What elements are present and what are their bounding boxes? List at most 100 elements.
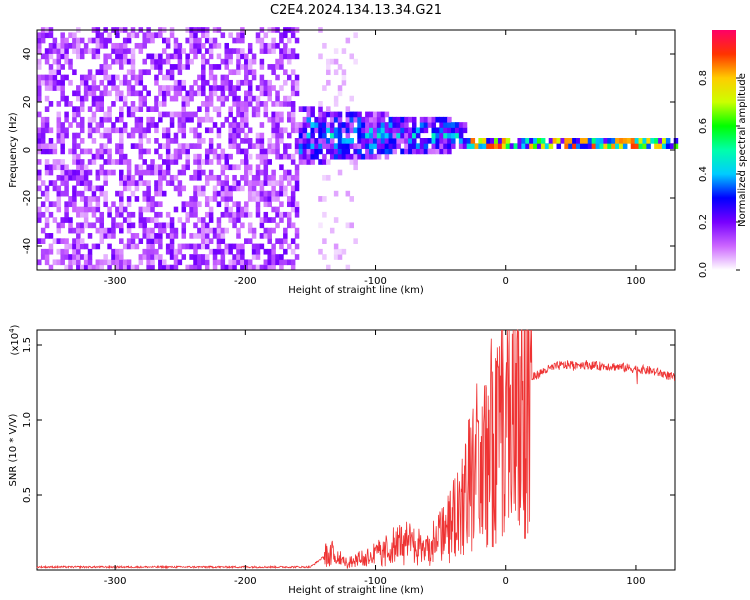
spectrogram-cell	[224, 116, 229, 123]
spectrogram-cell	[115, 159, 120, 165]
spectrogram-cell	[349, 116, 354, 123]
spectrogram-cell	[673, 138, 679, 144]
spectrogram-cell	[201, 222, 206, 229]
spectrogram-cell	[458, 132, 464, 139]
spectrogram-cell	[83, 74, 89, 81]
spectrogram-cell	[150, 254, 155, 260]
spectrogram-cell	[91, 153, 97, 160]
spectrogram-cell	[173, 259, 179, 266]
spectrogram-cell	[122, 48, 128, 54]
spectrogram-cell	[60, 259, 65, 266]
spectrogram-cell	[122, 37, 128, 44]
spectrogram-cell	[64, 164, 69, 171]
spectrogram-cell	[95, 259, 101, 266]
spectrogram-cell	[275, 259, 280, 266]
spectrogram-cell	[224, 201, 229, 208]
spectrogram-cell	[95, 264, 101, 271]
spectrogram-cell	[64, 111, 69, 118]
spectrogram-cell	[83, 211, 89, 218]
spectrogram-cell	[161, 127, 167, 134]
spectrogram-cell	[294, 233, 300, 239]
spectrogram-cell	[40, 143, 46, 149]
spectrogram-cell	[372, 122, 378, 128]
spectrogram-cell	[177, 48, 183, 54]
spectrogram-cell	[263, 159, 269, 165]
spectrogram-cell	[40, 79, 46, 86]
spectrogram-cell	[177, 180, 183, 186]
spectrogram-cell	[454, 127, 460, 134]
spectrogram-cell	[290, 159, 296, 165]
spectrogram-cell	[275, 64, 280, 70]
spectrogram-cell	[244, 153, 249, 160]
spectrogram-cell	[56, 122, 62, 128]
spectrogram-cell	[365, 127, 370, 134]
spectrogram-cell	[322, 42, 327, 49]
spectrogram-cell	[267, 264, 272, 271]
spectrogram-cell	[247, 227, 253, 234]
spectrogram-cell	[87, 159, 93, 165]
spectrogram-cell	[247, 138, 253, 144]
spectrogram-cell	[201, 58, 206, 65]
spectrogram-cell	[462, 138, 468, 144]
spectrogram-cell	[204, 127, 210, 134]
spectrogram-cell	[68, 254, 73, 260]
spectrogram-cell	[326, 58, 331, 65]
spectrogram-cell	[333, 148, 339, 155]
spectrogram-cell	[201, 101, 206, 107]
spectrogram-cell	[161, 48, 167, 54]
spectrogram-cell	[431, 122, 437, 128]
spectrogram-cell	[138, 48, 144, 54]
spectrogram-cell	[99, 69, 105, 76]
spectrogram-cell	[298, 159, 304, 165]
spectrogram-cell	[122, 185, 128, 192]
spectrogram-cell	[661, 143, 667, 149]
spectrogram-cell	[220, 85, 226, 91]
spectrogram-cell	[224, 206, 229, 213]
spectrogram-cell	[142, 85, 147, 91]
spectrogram-cell	[341, 69, 347, 76]
spectrogram-cell	[161, 101, 167, 107]
spectrogram-cell	[165, 264, 171, 271]
spectrogram-cell	[204, 201, 210, 208]
spectrogram-cell	[329, 227, 335, 234]
spectrogram-cell	[185, 116, 190, 123]
spectrogram-cell	[263, 259, 269, 266]
spectrogram-cell	[189, 42, 194, 49]
spectrogram-cell	[275, 153, 280, 160]
spectrogram-cell	[345, 111, 351, 118]
spectrogram-cell	[236, 111, 241, 118]
spectrogram-cell	[146, 180, 151, 186]
spectrogram-cell	[122, 127, 128, 134]
spectrogram-cell	[154, 64, 159, 70]
spectrogram-cell	[177, 243, 183, 250]
spectrogram-cell	[138, 138, 144, 144]
spectrogram-cell	[216, 106, 222, 112]
spectrogram-cell	[185, 243, 190, 250]
spectrogram-cell	[294, 74, 300, 81]
spectrogram-cell	[283, 227, 288, 234]
spectrogram-cell	[286, 222, 292, 229]
spectrogram-cell	[146, 169, 151, 176]
spectrogram-cell	[212, 174, 218, 181]
spectrogram-cell	[177, 53, 183, 60]
spectrogram-cell	[247, 85, 253, 91]
spectrogram-cell	[126, 264, 132, 271]
spectrogram-cell	[99, 116, 105, 123]
spectrogram-cell	[349, 122, 354, 128]
spectrogram-cell	[212, 264, 218, 271]
spectrogram-cell	[87, 169, 93, 176]
spectrogram-cell	[236, 79, 241, 86]
spectrogram-cell	[255, 196, 261, 202]
spectrogram-cell	[501, 138, 507, 144]
spectrogram-cell	[115, 74, 120, 81]
spectrogram-cell	[443, 132, 448, 139]
spectrogram-cell	[103, 180, 108, 186]
spectrogram-cell	[40, 190, 46, 197]
spectrogram-cell	[48, 69, 54, 76]
spectrogram-cell	[247, 95, 253, 102]
spectrogram-cell	[79, 127, 85, 134]
spectrogram-cell	[451, 143, 456, 149]
colorbar: 0.00.20.40.60.8 Normalized spectral ampl…	[698, 30, 748, 278]
spectrogram-cell	[83, 264, 89, 271]
